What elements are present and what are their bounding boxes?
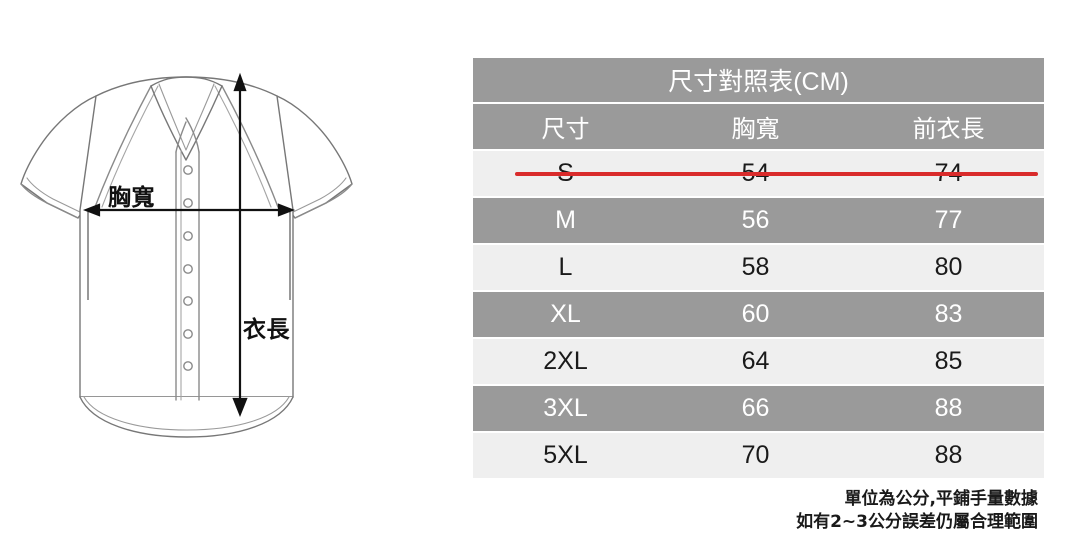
placket-top-left [175, 121, 187, 153]
size-chart-table: 尺寸對照表(CM) 尺寸 胸寬 前衣長 S 54 74 M 56 77 L 58… [473, 58, 1044, 480]
cell-chest: 66 [741, 394, 770, 422]
chest-width-arrow [82, 203, 296, 217]
cell-chest: 64 [741, 347, 770, 375]
cell-length: 80 [934, 253, 963, 281]
cell-length: 77 [934, 206, 963, 234]
cell-size: 3XL [543, 394, 588, 422]
table-title-row: 尺寸對照表(CM) [473, 58, 1044, 104]
right-sleeve-cuff [294, 183, 353, 219]
cell-size: 2XL [543, 347, 588, 375]
cell-size: M [555, 206, 576, 234]
placket-button [183, 198, 193, 208]
chest-width-label: 胸寬 [108, 185, 155, 211]
jersey-svg [20, 72, 353, 438]
raglan-seam-right-inner [214, 85, 272, 208]
cell-size: 5XL [543, 441, 588, 469]
table-header-row: 尺寸 胸寬 前衣長 [473, 104, 1044, 151]
cell-length: 74 [934, 159, 963, 187]
collar-inner [158, 83, 215, 151]
table-row[interactable]: 3XL 66 88 [473, 386, 1044, 433]
measurement-guides [87, 210, 291, 300]
placket-button [183, 165, 193, 175]
left-sleeve-cuff [20, 183, 79, 219]
placket-button [183, 264, 193, 274]
cell-chest: 56 [741, 206, 770, 234]
raglan-seam-left [94, 85, 152, 208]
table-title: 尺寸對照表(CM) [668, 68, 849, 96]
table-row[interactable]: M 56 77 [473, 198, 1044, 245]
table-row[interactable]: S 54 74 [473, 151, 1044, 198]
table-row[interactable]: 2XL 64 85 [473, 339, 1044, 386]
table-row[interactable]: 5XL 70 88 [473, 433, 1044, 480]
cell-length: 88 [934, 441, 963, 469]
placket-button [183, 296, 193, 306]
measurement-disclaimer: 單位為公分,平鋪手量數據 如有2~3公分誤差仍屬合理範圍 [796, 488, 1038, 534]
placket-button [183, 361, 193, 371]
cell-chest: 70 [741, 441, 770, 469]
placket-top-right [185, 117, 200, 153]
cell-chest: 60 [741, 300, 770, 328]
cell-length: 83 [934, 300, 963, 328]
table-row[interactable]: XL 60 83 [473, 292, 1044, 339]
placket-button [183, 329, 193, 339]
neck-opening [150, 76, 223, 87]
garment-diagram: 胸寬 衣長 [0, 0, 460, 559]
right-sleeve-cuff-inner [290, 177, 347, 214]
column-header-length: 前衣長 [912, 116, 985, 143]
table-row[interactable]: L 58 80 [473, 245, 1044, 292]
hem-curve-inner [83, 396, 290, 431]
disclaimer-line-2: 如有2~3公分誤差仍屬合理範圍 [796, 512, 1038, 532]
raglan-seam-left-inner [101, 85, 159, 208]
cell-length: 85 [934, 347, 963, 375]
placket-button [183, 231, 193, 241]
cell-chest: 54 [741, 159, 770, 187]
left-sleeve-cuff-inner [26, 177, 83, 214]
cell-size: S [557, 159, 574, 187]
raglan-seam-right [221, 85, 279, 208]
body-length-label: 衣長 [243, 317, 290, 343]
disclaimer-line-1: 單位為公分,平鋪手量數據 [844, 489, 1038, 509]
collar-outer [150, 85, 223, 161]
column-header-chest: 胸寬 [731, 116, 780, 143]
cell-chest: 58 [741, 253, 770, 281]
cell-size: L [558, 253, 573, 281]
column-header-size: 尺寸 [541, 116, 590, 143]
body-length-arrow [232, 72, 248, 417]
hem-curve-outer [79, 396, 294, 438]
cell-size: XL [550, 300, 581, 328]
cell-length: 88 [934, 394, 963, 422]
